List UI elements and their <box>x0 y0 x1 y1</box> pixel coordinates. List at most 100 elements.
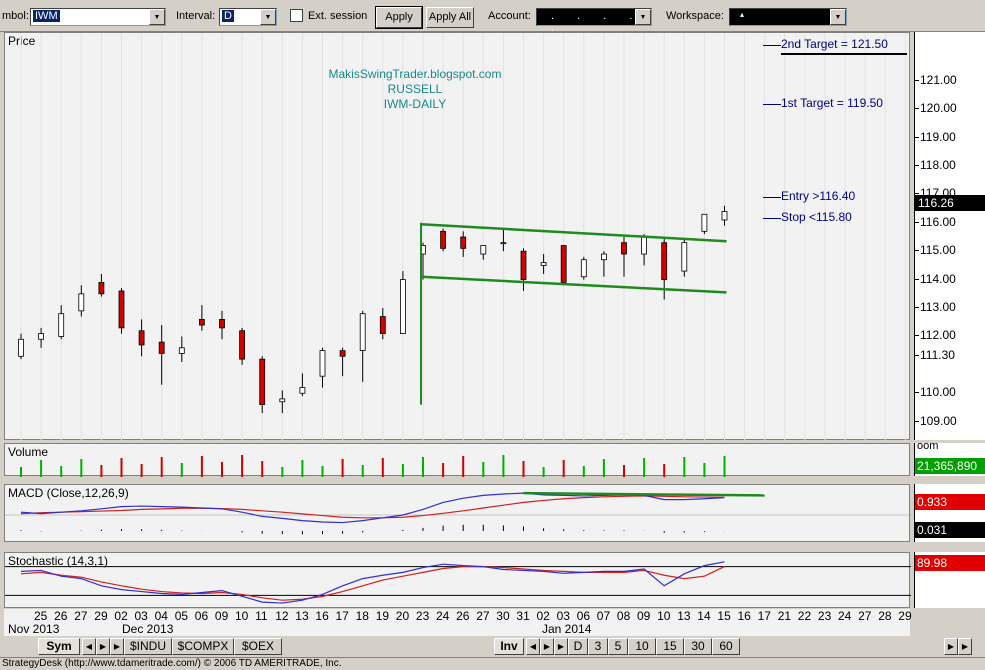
scroll-end-icon[interactable]: ▶ <box>958 638 972 655</box>
level-entry: Entry >116.40 <box>763 189 855 203</box>
volume-bar <box>361 465 364 477</box>
volume-bar <box>482 462 485 477</box>
nav-last-icon[interactable]: ▶ <box>554 638 568 655</box>
x-month-label: Jan 2014 <box>542 622 592 636</box>
interval-label: Interval: <box>176 10 216 22</box>
volume-bar <box>40 460 43 477</box>
x-tick-label: 13 <box>295 609 309 623</box>
nav-prev-icon[interactable]: ◀ <box>526 638 540 655</box>
volume-bar <box>221 462 223 477</box>
candle-body <box>701 213 708 232</box>
workspace-combo[interactable]: ▴ ▼ <box>729 8 847 26</box>
chart-annotation: MakisSwingTrader.blogspot.com RUSSELL IW… <box>305 67 525 112</box>
tab-interval-15[interactable]: 15 <box>656 638 684 655</box>
tab-interval-30[interactable]: 30 <box>684 638 712 655</box>
apply-button[interactable]: Apply <box>375 6 423 29</box>
annotation-line: RUSSELL <box>387 82 443 96</box>
stoch-chart <box>5 561 911 604</box>
stoch-panel[interactable]: Stochastic (14,3,1) <box>4 552 911 608</box>
tab-symbol-indu[interactable]: $INDU <box>124 638 172 655</box>
apply-all-button[interactable]: Apply All <box>426 7 474 28</box>
volume-bar <box>381 458 384 477</box>
volume-bar <box>241 455 244 477</box>
x-tick-label: 06 <box>576 609 591 623</box>
candle-body <box>379 316 386 334</box>
volume-bar <box>200 456 203 477</box>
candle-body <box>239 330 246 360</box>
y-tick-label: 119.00 <box>920 129 956 144</box>
x-tick-label: 31 <box>516 609 530 623</box>
tab-interval-60[interactable]: 60 <box>712 638 740 655</box>
volume-panel-title: Volume <box>8 445 49 459</box>
chart-area: Price MakisSwingTrader.blogspot.com RUSS… <box>4 32 985 637</box>
tab-interval-10[interactable]: 10 <box>628 638 656 655</box>
interval-combo[interactable]: D ▼ <box>219 8 277 26</box>
level-stop-label: Stop <115.80 <box>781 210 852 224</box>
account-label: Account: <box>488 10 531 22</box>
macd-panel[interactable]: MACD (Close,12,26,9) <box>4 484 911 542</box>
tab-symbol-compx[interactable]: $COMPX <box>172 638 234 655</box>
x-tick-label: 25 <box>34 609 48 623</box>
scroll-right-icon[interactable]: ▶ <box>944 638 958 655</box>
tab-interval-d[interactable]: D <box>568 638 588 655</box>
tab-sym[interactable]: Sym <box>38 638 80 655</box>
y-tick-mark <box>915 307 919 308</box>
x-tick-label: 09 <box>214 609 229 623</box>
price-panel[interactable]: Price MakisSwingTrader.blogspot.com RUSS… <box>4 32 910 441</box>
candle-body <box>440 230 447 249</box>
chevron-down-icon[interactable]: ▼ <box>149 9 165 25</box>
x-tick-label: 14 <box>697 609 711 623</box>
symbol-combo[interactable]: IWM ▼ <box>30 8 166 26</box>
nav-last-icon[interactable]: ▶ <box>110 638 124 655</box>
level-entry-label: Entry >116.40 <box>781 189 856 203</box>
price-grid <box>20 33 906 441</box>
x-tick-label: 16 <box>315 609 329 623</box>
volume-bar <box>562 460 565 477</box>
y-tick-label: 120.00 <box>920 101 957 116</box>
tab-inv[interactable]: Inv <box>494 638 524 655</box>
tab-interval-5[interactable]: 5 <box>608 638 628 655</box>
y-tick-label: 116.00 <box>920 214 956 229</box>
candle-body <box>681 242 688 272</box>
x-tick-label: 03 <box>556 609 570 623</box>
level-2nd-target-label: 2nd Target = 121.50 <box>781 37 888 51</box>
volume-bar <box>542 467 545 477</box>
last-price-box: 116.26 <box>915 195 985 211</box>
candle-body <box>540 262 547 266</box>
x-tick-label: 27 <box>858 609 872 623</box>
y-tick-mark <box>915 108 919 110</box>
stoch-value-box: 89.98 <box>915 555 985 571</box>
volume-bar <box>462 456 465 477</box>
x-tick-label: 06 <box>194 609 209 623</box>
x-tick-label: 18 <box>355 609 369 623</box>
volume-bar <box>643 458 646 477</box>
volume-bar <box>60 466 63 477</box>
candle-body <box>500 242 507 245</box>
account-combo[interactable]: . . . . . ▼ <box>536 8 652 34</box>
toolbar: mbol: IWM ▼ Interval: D ▼ Ext. session A… <box>0 0 985 34</box>
tab-interval-3[interactable]: 3 <box>588 638 608 655</box>
x-tick-label: 13 <box>677 609 691 623</box>
chevron-down-icon[interactable]: ▼ <box>635 9 651 25</box>
volume-bar <box>261 461 264 477</box>
chevron-down-icon[interactable]: ▼ <box>830 9 846 25</box>
macd-axis: 0.933 0.031 <box>914 484 985 542</box>
ext-session-label: Ext. session <box>308 10 368 22</box>
candle-body <box>601 253 607 261</box>
x-tick-label: 07 <box>596 609 611 623</box>
volume-bar <box>341 459 344 477</box>
nav-prev-icon[interactable]: ◀ <box>82 638 96 655</box>
x-tick-label: 26 <box>54 609 68 623</box>
nav-next-icon[interactable]: ▶ <box>540 638 554 655</box>
nav-next-icon[interactable]: ▶ <box>96 638 110 655</box>
volume-panel[interactable]: Volume <box>4 443 910 477</box>
chevron-down-icon[interactable]: ▼ <box>260 9 276 25</box>
x-tick-label: 24 <box>436 609 450 623</box>
volume-chart <box>20 455 726 477</box>
ext-session-checkbox[interactable] <box>290 9 303 22</box>
x-tick-label: 28 <box>878 609 892 623</box>
x-tick-label: 21 <box>777 609 792 623</box>
volume-bar <box>401 464 404 477</box>
volume-bar <box>522 461 525 477</box>
tab-symbol-oex[interactable]: $OEX <box>234 638 282 655</box>
